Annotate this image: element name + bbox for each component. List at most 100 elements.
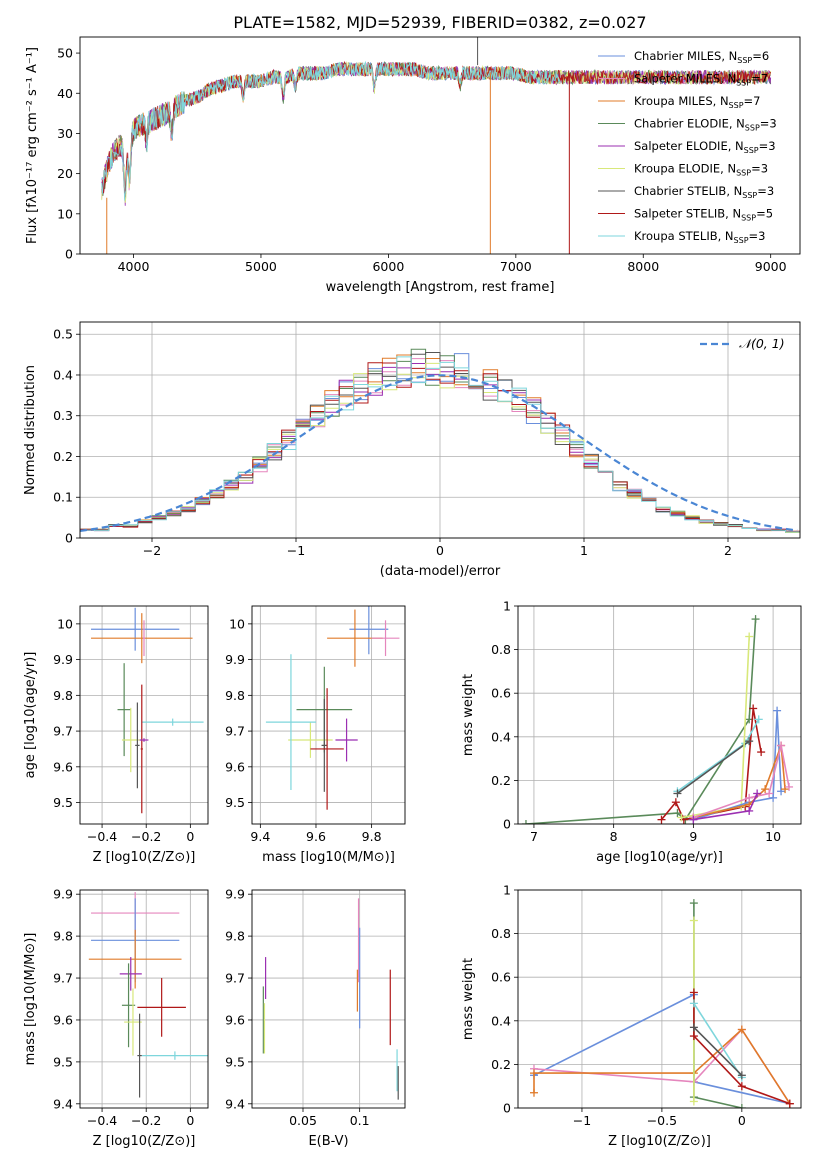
residuals-ytick-label: 0 — [65, 531, 73, 546]
weight_vs_Z-xtick-label: 0 — [738, 1113, 746, 1128]
spectrum-xtick-label: 5000 — [245, 259, 277, 274]
gaussian-curve — [80, 374, 798, 532]
age_vs_mass-axes: 9.4 9.6 9.8 9.5 9.6 9.7 9.8 9.9 10 mass [log10(M/… — [225, 606, 405, 865]
weight_vs_age-xlabel: age [log10(age/yr)] — [596, 850, 723, 865]
legend-label: Salpeter STELIB, NSSP=5 — [634, 207, 773, 223]
spectrum-xlabel: wavelength [Angstrom, rest frame] — [326, 280, 555, 295]
age_vs_Z-ytick-label: 10 — [57, 616, 73, 631]
spectrum-ytick-label: 10 — [57, 206, 73, 221]
residuals-xtick-label: 0 — [436, 543, 444, 558]
weight_vs_Z-xtick-label: −0.5 — [647, 1113, 677, 1128]
age_vs_mass-frame — [251, 605, 406, 825]
legend-sub: SSP — [729, 101, 744, 110]
weight_vs_Z-frame — [517, 889, 802, 1109]
weight_vs_age-frame — [517, 605, 802, 825]
residuals-xtick-label: 2 — [724, 543, 732, 558]
weight_vs_Z-ytick-label: 0.6 — [491, 970, 511, 985]
weight_vs_Z-ytick-label: 1 — [503, 883, 511, 898]
age_vs_mass-ytick-label: 9.9 — [225, 652, 245, 667]
spectrum-frame — [79, 36, 801, 255]
mass_vs_Z-ytick-label: 9.4 — [53, 1096, 73, 1111]
spectrum-ytick-label: 50 — [57, 46, 73, 61]
mass_vs_Z-xtick-label: −0.2 — [131, 1113, 161, 1128]
weight_vs_Z-ylabel: mass weight — [461, 958, 476, 1040]
residuals-xlabel: (data-model)/error — [380, 564, 501, 579]
mass_vs_EBV-ytick-label: 9.7 — [225, 971, 245, 986]
age_vs_Z-ytick-label: 9.7 — [53, 724, 73, 739]
weight-line — [681, 636, 750, 819]
spectrum-xtick-label: 4000 — [118, 259, 150, 274]
legend-val: =7 — [744, 94, 761, 108]
age_vs_mass-xlabel: mass [log10(M/M⊙)] — [262, 850, 395, 865]
mass_vs_Z-ytick-label: 9.6 — [53, 1012, 73, 1027]
age_vs_Z-xtick-label: −0.4 — [87, 829, 117, 844]
residuals-xtick-label: −2 — [143, 543, 161, 558]
residuals-ytick-label: 0.3 — [53, 408, 73, 423]
age_vs_Z-xtick-label: −0.2 — [131, 829, 161, 844]
spectrum-axes: 4000 5000 6000 7000 8000 9000 0 10 20 30 40 50 wavel… — [25, 46, 787, 295]
mass_vs_EBV-plot-area — [262, 898, 399, 1100]
weight_vs_Z-ytick-label: 0 — [503, 1101, 511, 1116]
residuals-frame — [79, 321, 801, 539]
age_vs_mass-xtick-label: 9.6 — [306, 829, 326, 844]
spectrum-legend: Chabrier MILES, NSSP=6 Salpeter MILES, NS… — [598, 49, 777, 245]
spectrum-ytick-label: 20 — [57, 166, 73, 181]
weight-line — [693, 1002, 743, 1078]
mass_vs_Z-ytick-label: 9.9 — [53, 887, 73, 902]
residuals-ylabel: Normed distribution — [23, 365, 38, 495]
weight_vs_Z-xtick-label: −1 — [573, 1113, 591, 1128]
histogram-line — [80, 356, 800, 533]
legend-label: Kroupa STELIB, NSSP=3 — [634, 229, 765, 245]
weight_vs_age-xtick-label: 9 — [689, 829, 697, 844]
weight_vs_age-axes: 7 8 9 10 0 0.2 0.4 0.6 0.8 1 age [log10(age/yr)] ma… — [461, 599, 801, 865]
weight_vs_age-ytick-label: 0 — [503, 817, 511, 832]
mass_vs_EBV-xtick-label: 0.1 — [350, 1113, 370, 1128]
legend-sub: SSP — [736, 79, 751, 88]
spectrum-xtick-label: 6000 — [372, 259, 404, 274]
legend-val: =3 — [757, 184, 774, 198]
legend-sub: SSP — [736, 169, 751, 178]
spectrum-plot-area — [101, 37, 772, 254]
spectrum-ytick-label: 0 — [65, 247, 73, 262]
mass_vs_Z-xtick-label: −0.4 — [87, 1113, 117, 1128]
age_vs_Z-xlabel: Z [log10(Z/Z⊙)] — [93, 850, 196, 865]
age_vs_mass-ytick-label: 9.8 — [225, 688, 245, 703]
weight_vs_age-plot-area — [521, 615, 794, 824]
mass_vs_EBV-ytick-label: 9.6 — [225, 1012, 245, 1027]
weight_vs_Z-ytick-label: 0.8 — [491, 926, 511, 941]
figure-title: PLATE=1582, MJD=52939, FIBERID=0382, z=0… — [233, 13, 646, 32]
residuals-ytick-label: 0.2 — [53, 449, 73, 464]
legend-val: =3 — [749, 229, 766, 243]
age_vs_Z-ylabel: age [log10(age/yr)] — [23, 652, 38, 779]
weight_vs_Z-plot-area — [529, 899, 794, 1108]
legend-label: Chabrier STELIB, NSSP=3 — [634, 184, 774, 200]
weight_vs_age-xtick-label: 7 — [530, 829, 538, 844]
weight_vs_age-ytick-label: 0.6 — [491, 686, 511, 701]
legend-sub: SSP — [742, 191, 757, 200]
weight-line — [693, 992, 791, 1105]
spectrum-xtick-label: 8000 — [627, 259, 659, 274]
residuals-xtick-label: −1 — [287, 543, 305, 558]
mass_vs_EBV-xtick-label: 0.05 — [289, 1113, 317, 1128]
legend-val: =3 — [760, 117, 777, 131]
mass_vs_EBV-ytick-label: 9.4 — [225, 1096, 245, 1111]
legend-sub: SSP — [741, 214, 756, 223]
age_vs_mass-ytick-label: 9.6 — [225, 759, 245, 774]
age_vs_mass-ytick-label: 9.7 — [225, 724, 245, 739]
mass_vs_EBV-ytick-label: 9.9 — [225, 887, 245, 902]
age_vs_Z-ytick-label: 9.8 — [53, 688, 73, 703]
legend-sub: SSP — [744, 146, 759, 155]
weight_vs_age-ytick-label: 1 — [503, 599, 511, 614]
legend-sub: SSP — [734, 236, 749, 245]
mass_vs_Z-xtick-label: 0 — [186, 1113, 194, 1128]
legend-val: =3 — [759, 139, 776, 153]
age_vs_Z-ytick-label: 9.5 — [53, 795, 73, 810]
age_vs_mass-ytick-label: 10 — [229, 616, 245, 631]
age_vs_Z-ytick-label: 9.6 — [53, 759, 73, 774]
residuals-ytick-label: 0.1 — [53, 490, 73, 505]
weight-line — [676, 740, 750, 795]
age_vs_mass-plot-area — [265, 606, 400, 810]
legend-val: =7 — [751, 72, 768, 86]
mass_vs_EBV-frame — [251, 889, 406, 1109]
